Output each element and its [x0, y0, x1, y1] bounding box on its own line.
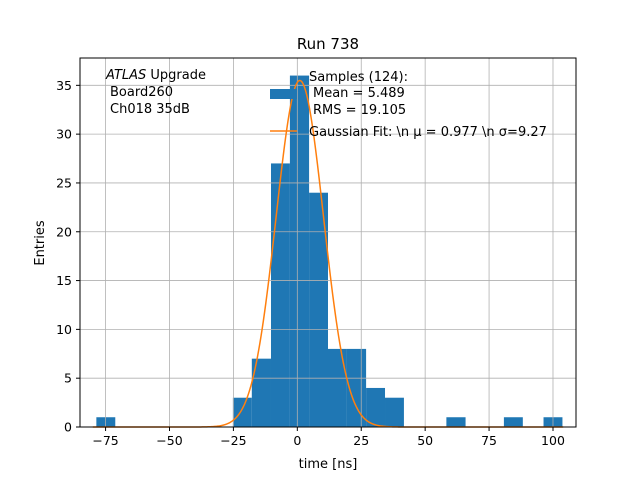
- annotation-line-1: ATLAS Upgrade: [105, 68, 206, 83]
- histogram-bar-1: [232, 397, 252, 427]
- experiment-annotation: ATLAS Upgrade Board260 Ch018 35dB: [105, 68, 206, 117]
- annotation-suffix: Upgrade: [146, 68, 206, 83]
- x-tick-label-2: −25: [220, 433, 246, 448]
- x-tick-label-7: 100: [541, 433, 565, 448]
- x-tick-label-3: 0: [293, 433, 301, 448]
- y-tick-label-2: 10: [56, 322, 72, 337]
- legend: Samples (124): Mean = 5.489 RMS = 19.105…: [270, 70, 547, 140]
- histogram-bar-3: [270, 163, 290, 427]
- y-tick-label-6: 30: [56, 127, 72, 142]
- histogram-bar-2: [251, 358, 271, 427]
- x-axis-ticks: −75 −50 −25 0 25 50 75 100: [92, 427, 565, 448]
- legend-samples-line-1: Samples (124):: [309, 70, 408, 85]
- histogram-bar-8: [366, 387, 386, 427]
- annotation-line-2: Board260: [110, 85, 173, 100]
- x-tick-label-0: −75: [92, 433, 118, 448]
- histogram-bar-4: [289, 75, 310, 427]
- histogram-bar-5: [309, 192, 328, 427]
- y-axis-ticks: 0 5 10 15 20 25 30 35: [56, 78, 80, 435]
- legend-samples-line-2: Mean = 5.489: [313, 86, 405, 101]
- y-axis-label: Entries: [33, 220, 48, 266]
- y-tick-label-4: 20: [56, 224, 72, 239]
- legend-samples-line-3: RMS = 19.105: [313, 103, 406, 118]
- x-tick-label-6: 75: [481, 433, 497, 448]
- legend-fit-label: Gaussian Fit: \n μ = 0.977 \n σ=9.27: [309, 125, 547, 140]
- legend-histogram-swatch: [270, 89, 297, 99]
- annotation-line-3: Ch018 35dB: [110, 102, 190, 117]
- chart-title: Run 738: [297, 35, 359, 53]
- x-axis-label: time [ns]: [299, 457, 358, 472]
- x-tick-label-4: 25: [353, 433, 369, 448]
- y-tick-label-1: 5: [64, 371, 72, 386]
- histogram-bar-6: [328, 348, 347, 427]
- y-tick-label-7: 35: [56, 78, 72, 93]
- plot-frame: [79, 57, 577, 428]
- y-tick-label-0: 0: [64, 420, 72, 435]
- x-tick-label-5: 50: [417, 433, 433, 448]
- histogram-bar-10: [446, 417, 466, 427]
- y-tick-label-3: 15: [56, 273, 72, 288]
- y-tick-label-5: 25: [56, 175, 72, 190]
- histogram-bar-9: [385, 397, 404, 427]
- histogram-bar-11: [503, 417, 523, 427]
- annotation-prefix: ATLAS: [105, 68, 146, 83]
- x-tick-label-1: −50: [156, 433, 182, 448]
